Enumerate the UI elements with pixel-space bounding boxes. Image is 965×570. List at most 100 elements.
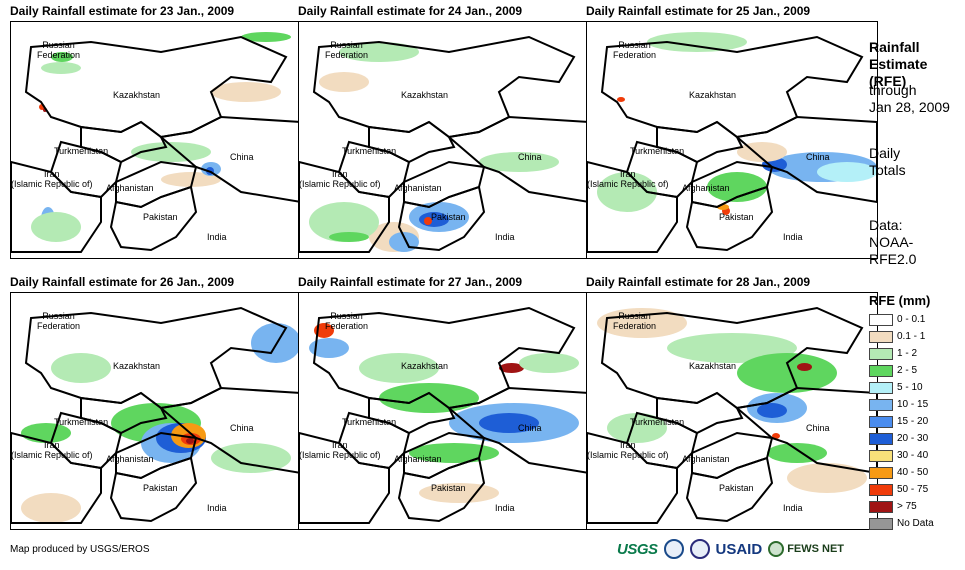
country-border bbox=[368, 120, 456, 164]
legend-item: 1 - 2 bbox=[869, 346, 917, 361]
rainfall-area bbox=[211, 443, 291, 473]
legend-swatch bbox=[869, 500, 893, 513]
legend-label: 40 - 50 bbox=[897, 467, 929, 478]
country-label-russia: Russian Federation bbox=[37, 311, 81, 331]
country-label-china: China bbox=[518, 152, 542, 162]
rainfall-area bbox=[817, 162, 877, 182]
rainfall-area bbox=[424, 217, 432, 225]
rfe-title: Rainfall Estimate (RFE) bbox=[869, 39, 928, 89]
rainfall-area bbox=[607, 413, 667, 443]
rainfall-area bbox=[757, 403, 787, 418]
legend-item: 40 - 50 bbox=[869, 465, 928, 480]
country-border bbox=[734, 386, 877, 475]
legend-label: 0.1 - 1 bbox=[897, 331, 926, 342]
side-totals: Daily Totals bbox=[869, 145, 906, 178]
legend-item: 15 - 20 bbox=[869, 414, 928, 429]
country-label-turkmenistan: Turkmenistan bbox=[54, 417, 109, 427]
country-label-india: India bbox=[207, 232, 227, 242]
country-label-turkmenistan: Turkmenistan bbox=[342, 417, 397, 427]
rainfall-area bbox=[51, 353, 111, 383]
country-label-russia: Russian Federation bbox=[325, 40, 369, 60]
rainfall-area bbox=[597, 308, 687, 338]
rainfall-area bbox=[479, 413, 539, 433]
legend-label: No Data bbox=[897, 518, 934, 529]
rainfall-area bbox=[707, 172, 767, 202]
country-label-turkmenistan: Turkmenistan bbox=[342, 146, 397, 156]
rainfall-area bbox=[499, 363, 524, 373]
rainfall-map-panel: Russian Federation Kazakhstan Turkmenistan… bbox=[586, 292, 878, 530]
country-label-turkmenistan: Turkmenistan bbox=[630, 417, 685, 427]
noaa-logo-icon bbox=[663, 539, 684, 559]
country-border bbox=[11, 431, 102, 524]
country-label-india: India bbox=[495, 232, 515, 242]
legend-label: > 75 bbox=[897, 501, 917, 512]
country-label-india: India bbox=[783, 232, 803, 242]
country-label-china: China bbox=[230, 423, 254, 433]
legend-item: 20 - 30 bbox=[869, 431, 928, 446]
rainfall-area bbox=[797, 363, 812, 371]
credit: Map produced by USGS/EROS bbox=[10, 544, 150, 555]
country-border bbox=[11, 160, 102, 253]
country-border bbox=[446, 115, 589, 204]
country-label-iran: Iran (Islamic Republic of) bbox=[299, 440, 381, 460]
country-label-pakistan: Pakistan bbox=[719, 483, 754, 493]
country-label-russia: Russian Federation bbox=[37, 40, 81, 60]
country-label-russia: Russian Federation bbox=[325, 311, 369, 331]
legend-label: 50 - 75 bbox=[897, 484, 929, 495]
country-border bbox=[158, 386, 301, 475]
country-label-pakistan: Pakistan bbox=[431, 483, 466, 493]
fews-net-logo: FEWS NET bbox=[768, 541, 844, 557]
country-border bbox=[299, 431, 390, 524]
country-label-kazakhstan: Kazakhstan bbox=[689, 90, 737, 100]
country-border bbox=[446, 386, 589, 475]
usgs-logo: USGS bbox=[617, 540, 658, 558]
country-label-kazakhstan: Kazakhstan bbox=[401, 361, 449, 371]
country-label-china: China bbox=[806, 152, 830, 162]
panel-title: Daily Rainfall estimate for 25 Jan., 200… bbox=[586, 4, 811, 18]
legend-label: 15 - 20 bbox=[897, 416, 929, 427]
country-label-pakistan: Pakistan bbox=[431, 212, 466, 222]
rainfall-area bbox=[329, 232, 369, 242]
legend-item: No Data bbox=[869, 516, 934, 531]
country-label-india: India bbox=[207, 503, 227, 513]
legend-swatch bbox=[869, 398, 893, 411]
legend-swatch bbox=[869, 415, 893, 428]
rainfall-map-panel: Russian Federation Kazakhstan Turkmenistan… bbox=[10, 292, 302, 530]
country-label-kazakhstan: Kazakhstan bbox=[113, 90, 161, 100]
side-through: through Jan 28, 2009 bbox=[869, 82, 950, 115]
rainfall-map-panel: Russian Federation Kazakhstan Turkmenistan… bbox=[298, 21, 590, 259]
panel-title: Daily Rainfall estimate for 28 Jan., 200… bbox=[586, 275, 811, 289]
rainfall-area bbox=[319, 72, 369, 92]
legend-item: 0.1 - 1 bbox=[869, 329, 925, 344]
country-label-afghanistan: Afghanistan bbox=[682, 454, 730, 464]
country-label-afghanistan: Afghanistan bbox=[682, 183, 730, 193]
rainfall-map-panel: Russian Federation Kazakhstan Turkmenistan… bbox=[586, 21, 878, 259]
country-border bbox=[656, 391, 744, 435]
map-canvas bbox=[299, 306, 589, 524]
legend-item: 50 - 75 bbox=[869, 482, 928, 497]
legend-swatch bbox=[869, 364, 893, 377]
country-border bbox=[397, 185, 486, 252]
country-label-pakistan: Pakistan bbox=[143, 212, 178, 222]
country-label-kazakhstan: Kazakhstan bbox=[113, 361, 161, 371]
side-data-source: Data: NOAA- RFE2.0 bbox=[869, 217, 917, 267]
country-label-india: India bbox=[495, 503, 515, 513]
rainfall-area bbox=[339, 42, 419, 62]
rainfall-area bbox=[41, 62, 81, 74]
rainfall-area bbox=[772, 433, 780, 439]
map-canvas bbox=[587, 32, 877, 253]
country-label-turkmenistan: Turkmenistan bbox=[54, 146, 109, 156]
panel-title: Daily Rainfall estimate for 26 Jan., 200… bbox=[10, 275, 235, 289]
rainfall-area bbox=[211, 82, 281, 102]
panel-title: Daily Rainfall estimate for 23 Jan., 200… bbox=[10, 4, 235, 18]
rainfall-area bbox=[21, 493, 81, 523]
panel-title: Daily Rainfall estimate for 24 Jan., 200… bbox=[298, 4, 523, 18]
legend-swatch bbox=[869, 483, 893, 496]
legend-swatch bbox=[869, 347, 893, 360]
rainfall-area bbox=[309, 202, 379, 242]
country-label-afghanistan: Afghanistan bbox=[394, 454, 442, 464]
rainfall-area bbox=[597, 172, 657, 212]
country-label-china: China bbox=[806, 423, 830, 433]
country-border bbox=[734, 115, 877, 204]
country-label-russia: Russian Federation bbox=[613, 40, 657, 60]
